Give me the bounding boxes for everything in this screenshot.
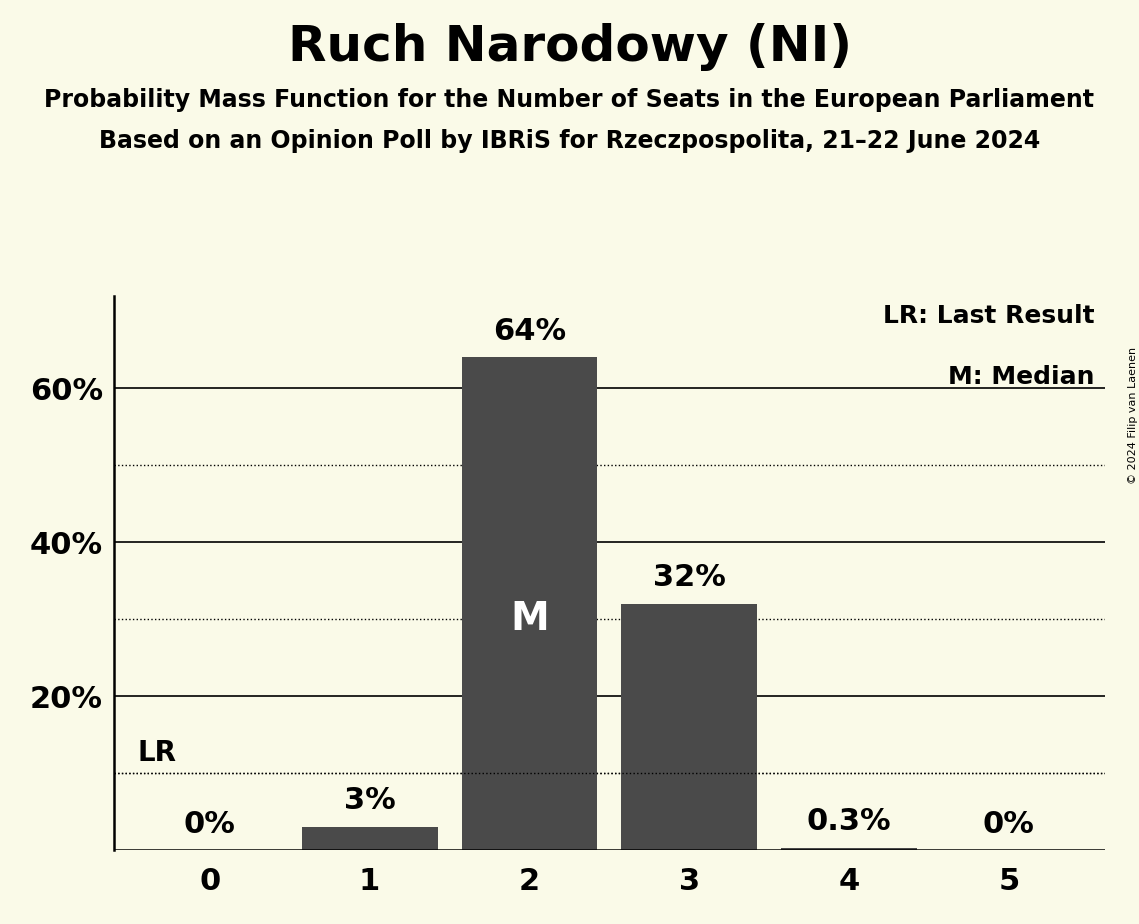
Bar xyxy=(302,827,437,850)
Text: 0%: 0% xyxy=(183,809,236,839)
Text: Based on an Opinion Poll by IBRiS for Rzeczpospolita, 21–22 June 2024: Based on an Opinion Poll by IBRiS for Rz… xyxy=(99,129,1040,153)
Bar xyxy=(622,603,757,850)
Bar xyxy=(461,358,597,850)
Text: LR: LR xyxy=(138,739,177,767)
Text: M: Median: M: Median xyxy=(949,365,1095,389)
Text: 32%: 32% xyxy=(653,563,726,592)
Text: 64%: 64% xyxy=(493,317,566,346)
Bar xyxy=(781,848,917,850)
Text: Probability Mass Function for the Number of Seats in the European Parliament: Probability Mass Function for the Number… xyxy=(44,88,1095,112)
Text: © 2024 Filip van Laenen: © 2024 Filip van Laenen xyxy=(1129,347,1138,484)
Text: M: M xyxy=(510,600,549,638)
Text: 0%: 0% xyxy=(983,809,1035,839)
Text: 3%: 3% xyxy=(344,786,395,816)
Text: 0.3%: 0.3% xyxy=(806,808,892,836)
Text: LR: Last Result: LR: Last Result xyxy=(884,304,1095,328)
Text: Ruch Narodowy (NI): Ruch Narodowy (NI) xyxy=(287,23,852,71)
